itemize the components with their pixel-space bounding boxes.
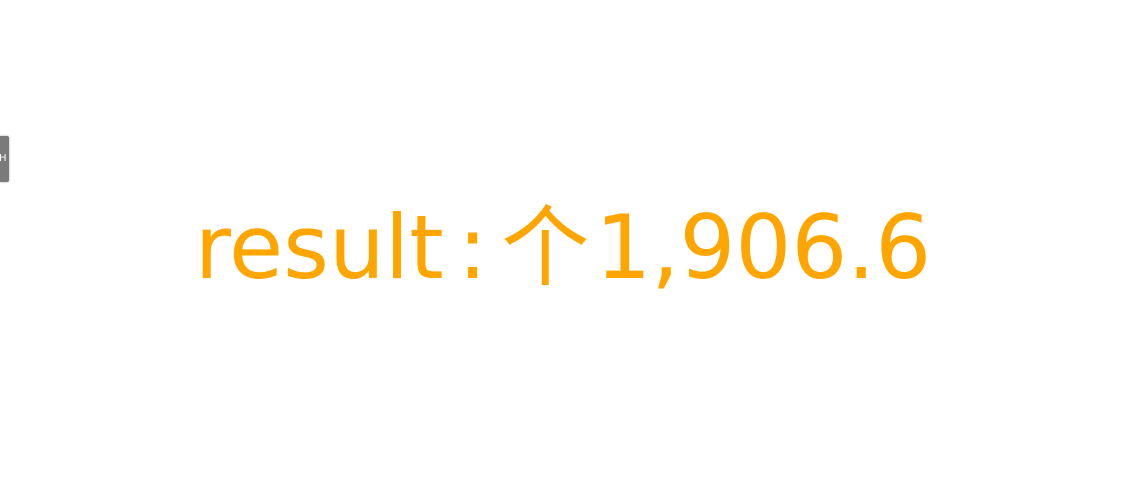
result-display: result: 个1,906.6 — [0, 188, 1126, 308]
result-value: 1,906.6 — [595, 196, 932, 299]
result-label: result — [194, 196, 444, 299]
result-unit: 个 — [501, 196, 590, 299]
edge-handle[interactable]: H — [0, 136, 9, 182]
result-separator: : — [457, 196, 488, 299]
edge-handle-glyph: H — [0, 153, 7, 164]
